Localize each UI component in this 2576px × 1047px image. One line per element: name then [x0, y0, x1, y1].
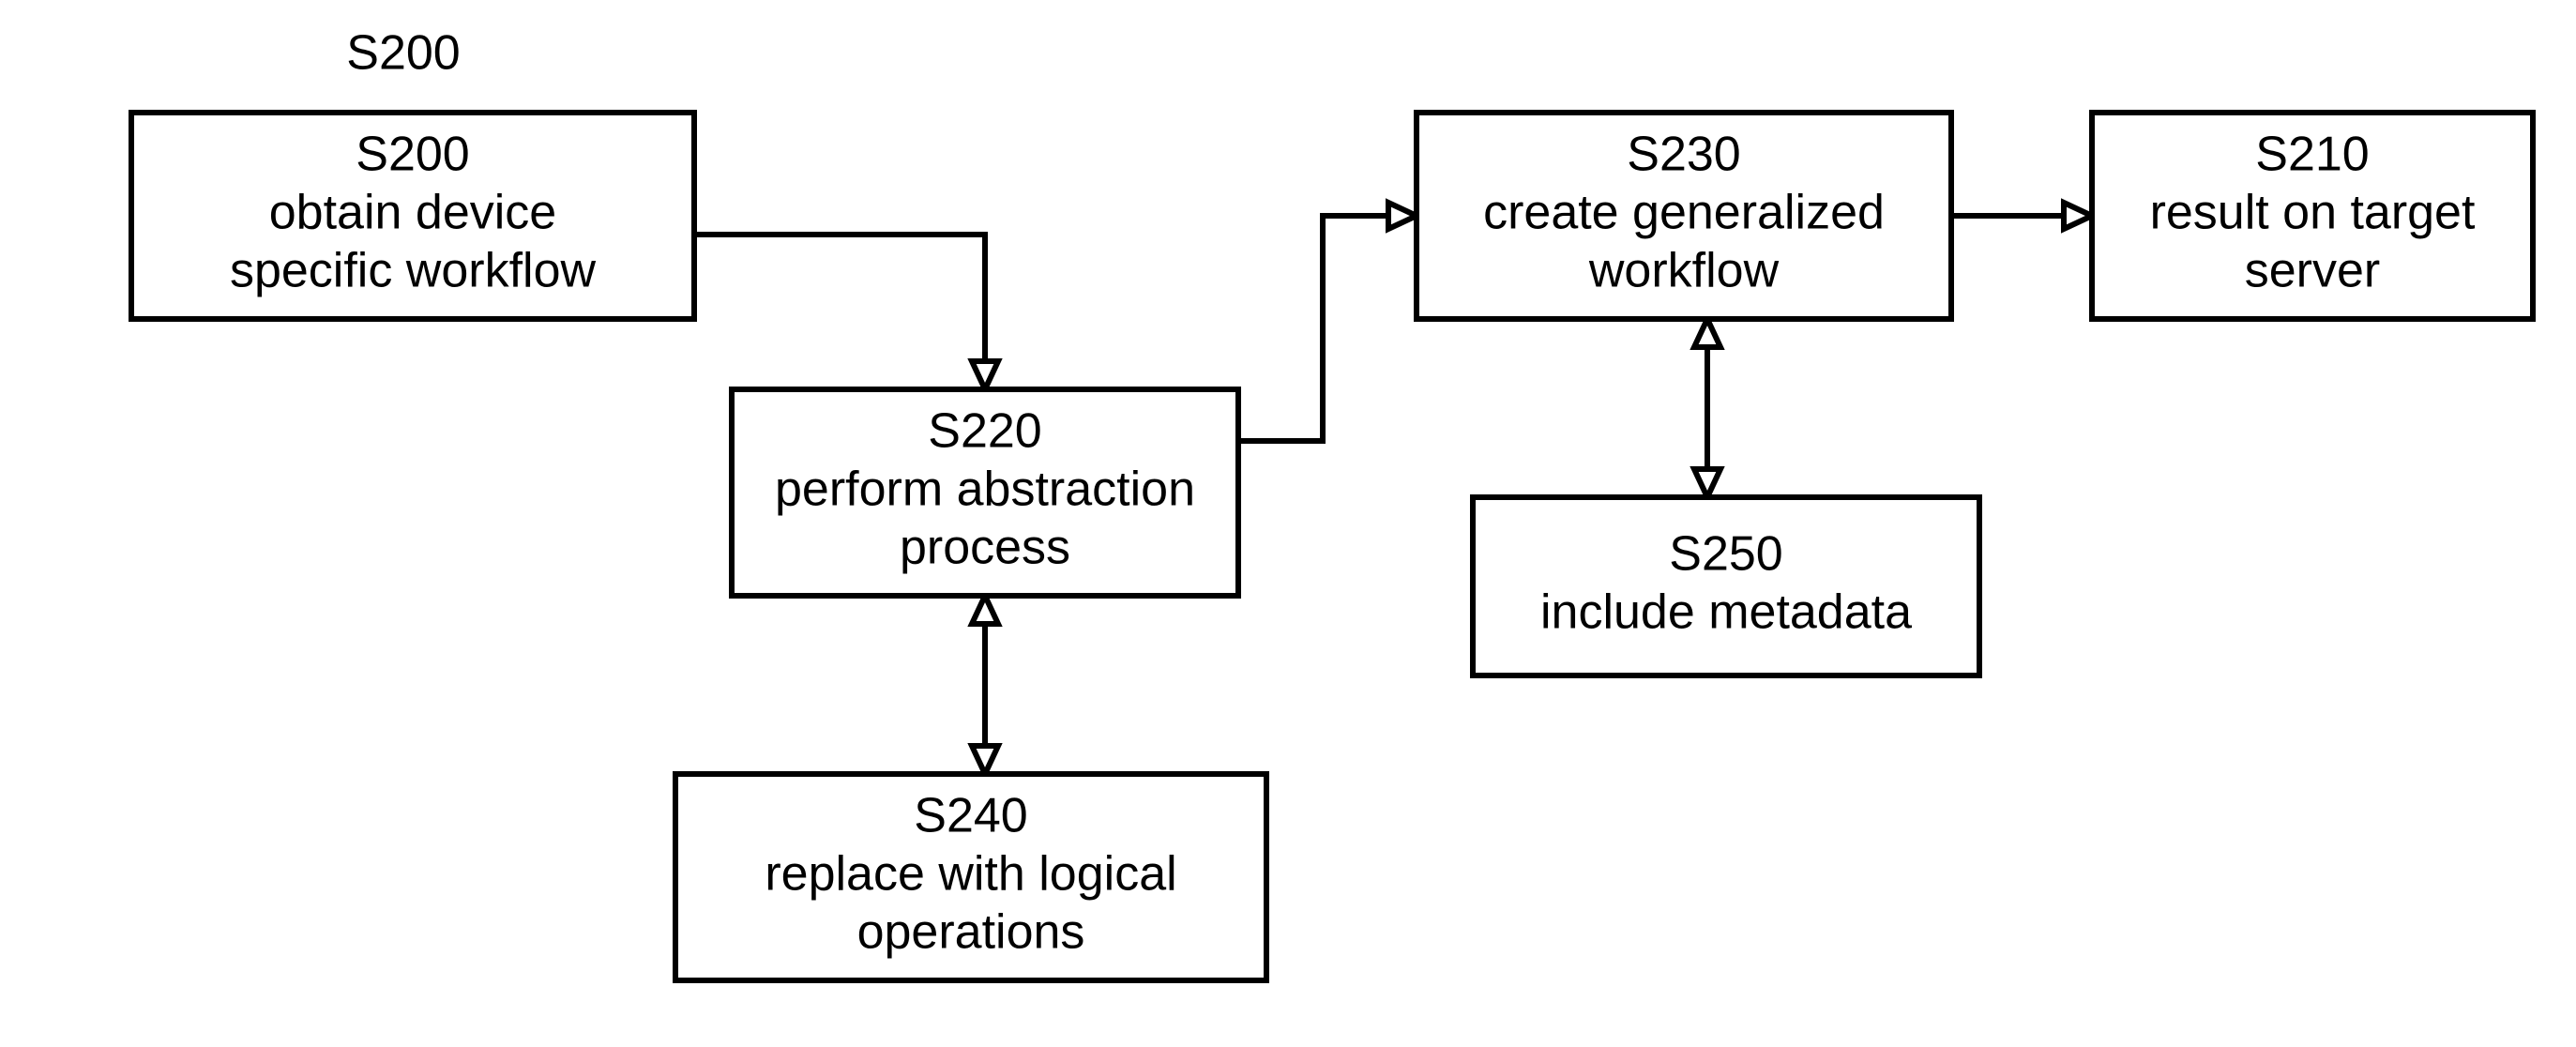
edge-s230-s250 [1694, 319, 1720, 497]
node-label-line: obtain device [269, 186, 556, 240]
node-label-line: S220 [928, 404, 1041, 459]
node-label-line: include metadata [1540, 585, 1912, 640]
arrowhead [972, 746, 998, 774]
edge-s230-s210 [1951, 203, 2092, 229]
node-label-line: replace with logical [765, 847, 1176, 902]
arrowhead [1694, 319, 1720, 347]
arrowhead [2064, 203, 2092, 229]
node-label-line: process [900, 521, 1070, 575]
node-s200: S200obtain devicespecific workflow [131, 113, 694, 319]
arrowhead [972, 361, 998, 389]
diagram-title: S200 [346, 26, 460, 81]
flowchart-canvas: S200S200obtain devicespecific workflowS2… [0, 0, 2576, 1047]
arrowhead [972, 596, 998, 624]
edge-s220-s240 [972, 596, 998, 774]
node-label-line: S230 [1627, 128, 1740, 182]
nodes-layer: S200obtain devicespecific workflowS220pe… [131, 113, 2533, 980]
node-label-line: specific workflow [230, 244, 597, 298]
node-label-line: server [2245, 244, 2380, 298]
node-s210: S210result on targetserver [2092, 113, 2533, 319]
arrowhead [1694, 469, 1720, 497]
node-label-line: operations [857, 905, 1085, 960]
node-label-line: S200 [356, 128, 469, 182]
node-label-line: workflow [1588, 244, 1780, 298]
node-s230: S230create generalizedworkflow [1417, 113, 1951, 319]
edge-s220-s230 [1238, 203, 1417, 441]
node-s240: S240replace with logicaloperations [675, 774, 1266, 980]
node-label-line: create generalized [1483, 186, 1885, 240]
node-label-line: S240 [914, 789, 1027, 843]
node-label-line: S250 [1669, 527, 1782, 582]
node-label-line: result on target [2150, 186, 2476, 240]
arrowhead [1388, 203, 1417, 229]
node-label-line: S210 [2255, 128, 2369, 182]
node-s220: S220perform abstractionprocess [732, 389, 1238, 596]
node-label-line: perform abstraction [775, 463, 1195, 517]
edge-s200-s220 [694, 235, 998, 389]
node-s250: S250include metadata [1473, 497, 1979, 675]
